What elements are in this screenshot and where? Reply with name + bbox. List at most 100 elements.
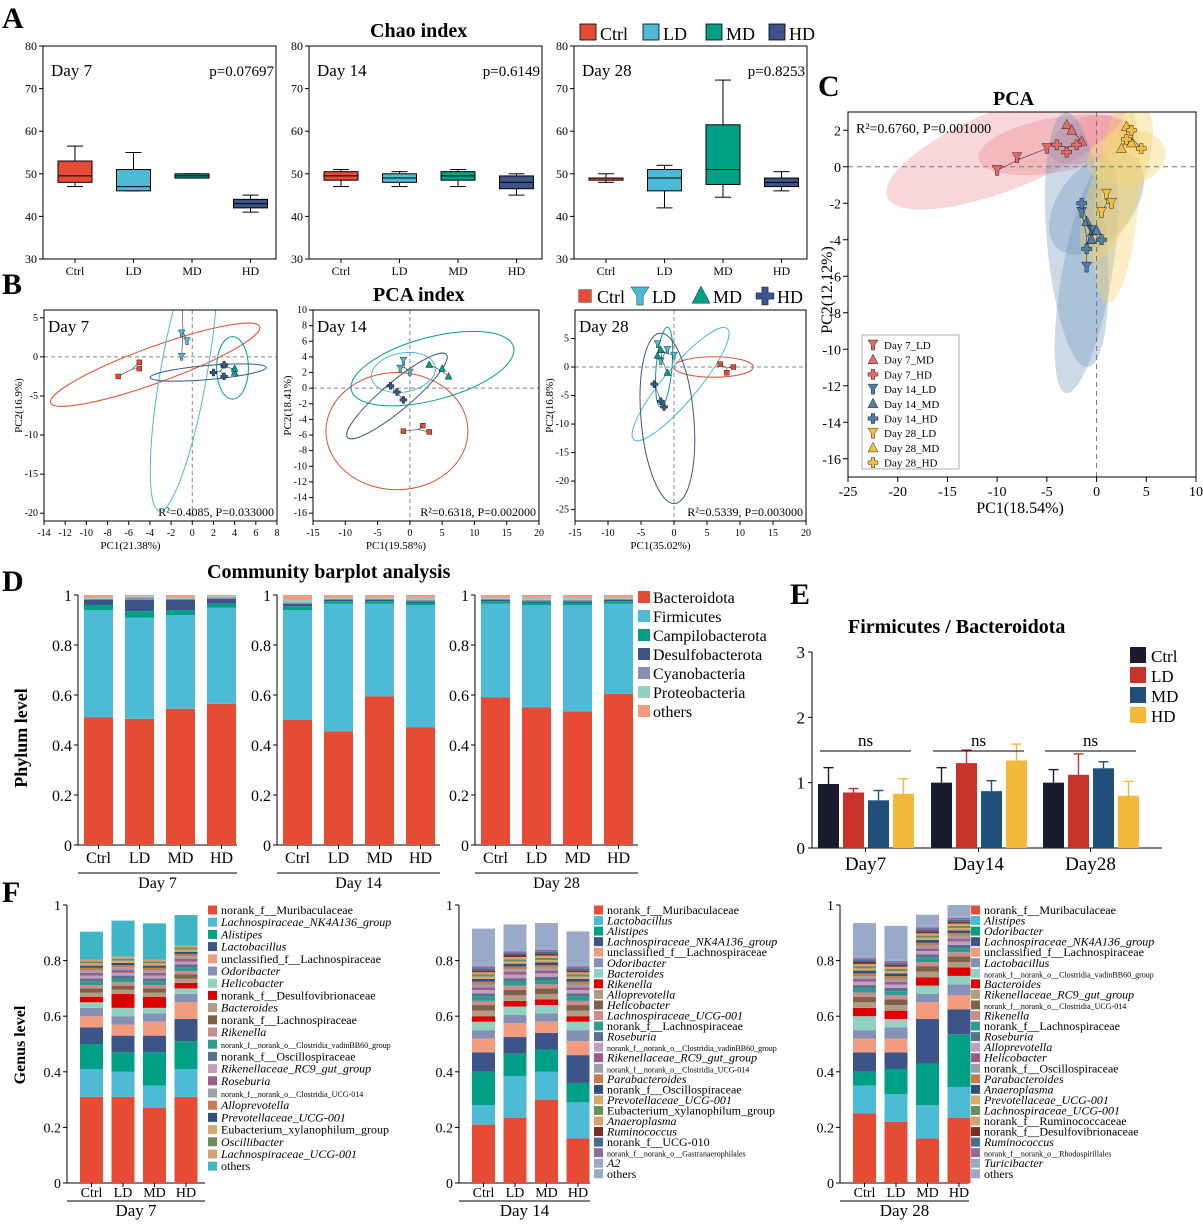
phylum-seg-others bbox=[365, 595, 394, 598]
genus-seg-norank_f__norank_o__Rhodospirillales bbox=[947, 917, 971, 920]
panel-label-c: C bbox=[818, 70, 840, 103]
fb-bar-HD bbox=[1118, 795, 1139, 848]
chao-pvalue: p=0.6149 bbox=[483, 64, 540, 80]
genus-seg-Parabacteroides bbox=[566, 981, 590, 985]
genus-legend-item: Rikenella bbox=[220, 1025, 266, 1039]
chao-legend-swatch-MD bbox=[705, 23, 723, 41]
genus-seg-Lachnospiraceae_UCG-001 bbox=[884, 968, 908, 972]
genus-seg-Rikenellaceae_RC9_gut_group bbox=[174, 961, 198, 965]
pcab-xtick-label: -6 bbox=[125, 528, 133, 539]
genus-seg-Ruminococcus bbox=[947, 919, 971, 922]
genus-seg-norank_f__Lachnospiraceae bbox=[853, 988, 876, 993]
phylum-seg-Proteobacteria bbox=[604, 597, 633, 599]
pca-c-point-Day 7_LD bbox=[1011, 152, 1023, 163]
genus-seg-A2 bbox=[472, 964, 495, 967]
genus-legend-swatch bbox=[594, 1011, 603, 1020]
phylum-seg-others bbox=[563, 595, 592, 598]
pcab-ytick-label: 0 bbox=[33, 352, 38, 363]
pca-c-legend-Day 7_HD: Day 7_HD bbox=[884, 369, 932, 381]
genus-legend-item: norank_f__Lachnospiraceae bbox=[221, 1013, 357, 1027]
fb-legend-HD: HD bbox=[1151, 707, 1176, 726]
genus-legend-item: Parabacteroides bbox=[983, 1072, 1064, 1086]
genus-legend-swatch bbox=[971, 958, 980, 968]
genus-ytick-label: 0.6 bbox=[817, 1010, 835, 1025]
genus-seg-Rikenella bbox=[884, 995, 908, 1000]
genus-seg-Ruminococcus bbox=[566, 970, 590, 973]
fb-legend-MD: MD bbox=[1151, 687, 1178, 706]
genus-seg-Ruminococcus bbox=[884, 962, 908, 965]
pcab-ytick-label: -6 bbox=[299, 430, 307, 441]
genus-seg-norank_f__Oscillospiraceae bbox=[566, 978, 590, 982]
pcab-xtick-label: 15 bbox=[768, 528, 778, 539]
genus-seg-norank_f__norank_o__Clostridia_vadinBB60_group bbox=[472, 990, 495, 994]
genus-seg-Odoribacter bbox=[884, 1069, 908, 1095]
genus-seg-norank_f__Muribaculaceae bbox=[111, 1096, 135, 1183]
phylum-seg-Bacteroidota bbox=[283, 720, 312, 845]
genus-legend-swatch bbox=[594, 1158, 603, 1168]
genus-seg-Helicobacter bbox=[111, 1007, 135, 1017]
panel-label-b: B bbox=[2, 268, 23, 301]
ellipse-Ctrl bbox=[50, 322, 261, 407]
genus-legend-swatch bbox=[208, 905, 217, 915]
pca-index-legend-MD: MD bbox=[713, 287, 742, 307]
genus-seg-Oscillibacter bbox=[80, 961, 103, 964]
genus-xtick-label: LD bbox=[114, 1186, 133, 1201]
genus-seg-Helicobacter bbox=[566, 1005, 590, 1011]
genus-seg-Prevotellaceae_UCG-001 bbox=[80, 965, 103, 968]
ellipse-HD bbox=[346, 352, 448, 440]
genus-seg-norank_f__norank_o__Clostridia_UCG-014 bbox=[853, 996, 876, 1003]
point-HD bbox=[209, 368, 218, 377]
genus-legend-swatch bbox=[971, 1042, 980, 1052]
phylum-seg-others bbox=[283, 595, 312, 600]
genus-legend-swatch bbox=[594, 958, 603, 968]
genus-seg-unclassified_f__Lachnospiraceae bbox=[472, 1038, 495, 1053]
pca-c-point-Day 14_HD bbox=[1081, 243, 1092, 255]
phylum-xtick-label: LD bbox=[328, 850, 349, 867]
genus-seg-Turicibacter bbox=[916, 925, 939, 928]
phylum-legend-Bacteroidota: Bacteroidota bbox=[653, 590, 735, 607]
genus-seg-Rikenella bbox=[853, 992, 876, 997]
genus-seg-Helicobacter bbox=[472, 1005, 495, 1011]
genus-day-label: Day 14 bbox=[500, 1201, 550, 1220]
genus-seg-Rikenella bbox=[535, 999, 558, 1006]
genus-legend-item: others bbox=[221, 1159, 251, 1173]
genus-seg-Rikenellaceae_RC9_gut_group bbox=[566, 987, 590, 991]
phylum-seg-Bacteroidota bbox=[481, 697, 510, 845]
genus-seg-unclassified_f__Lachnospiraceae bbox=[535, 1021, 558, 1033]
genus-legend-item: others bbox=[984, 1167, 1014, 1181]
genus-seg-Lachnospiraceae_NK4A136_group bbox=[566, 1055, 590, 1083]
genus-legend-swatch bbox=[208, 966, 217, 976]
genus-seg-norank_f__norank_o__Clostridia_vadinBB60_group bbox=[853, 1016, 876, 1031]
pca-c-ytick-label: -10 bbox=[822, 343, 841, 358]
chao-title: Chao index bbox=[370, 20, 468, 42]
genus-legend-swatch bbox=[208, 1051, 217, 1061]
genus-legend-item: Alloprevotella bbox=[606, 987, 675, 1001]
genus-legend-swatch bbox=[971, 1116, 980, 1126]
genus-seg-Lachnospiraceae_NK4A136_group bbox=[947, 1009, 971, 1035]
phylum-seg-Cyanobacteria bbox=[324, 598, 353, 600]
genus-legend-item: Helicobacter bbox=[983, 1051, 1047, 1065]
chao-legend-MD: MD bbox=[726, 24, 755, 44]
phylum-legend-swatch-Proteobacteria bbox=[638, 686, 650, 698]
pca-c-legend-box bbox=[861, 334, 960, 470]
phylum-seg-Proteobacteria bbox=[84, 597, 113, 599]
genus-seg-Lachnospiraceae_NK4A136_group bbox=[174, 1069, 198, 1097]
point-MD bbox=[663, 368, 672, 376]
fb-legend-swatch-HD bbox=[1130, 707, 1146, 723]
genus-seg-Lachnospiraceae_NK4A136_group bbox=[535, 1032, 558, 1050]
phylum-ytick-label: 0.2 bbox=[52, 788, 72, 805]
genus-seg-Lachnospiraceae_UCG-001 bbox=[947, 925, 971, 929]
genus-seg-Prevotellaceae_UCG-001 bbox=[853, 968, 876, 971]
genus-seg-norank_f__norank_o__Clostridia_vadinBB60_group bbox=[143, 981, 166, 986]
point-MD bbox=[425, 360, 434, 368]
point-LD bbox=[177, 353, 186, 361]
fb-xtick-label: Day14 bbox=[953, 854, 1004, 875]
genus-legend-swatch bbox=[594, 916, 603, 926]
genus-legend-item: norank_f__norank_o__Clostridia_UCG-014 bbox=[221, 1090, 363, 1099]
genus-seg-others bbox=[535, 923, 558, 949]
genus-seg-unclassified_f__Lachnospiraceae bbox=[853, 1038, 876, 1053]
point-LD bbox=[396, 364, 405, 373]
genus-day-label: Day 28 bbox=[880, 1201, 930, 1220]
phylum-seg-Firmicutes bbox=[365, 603, 394, 697]
